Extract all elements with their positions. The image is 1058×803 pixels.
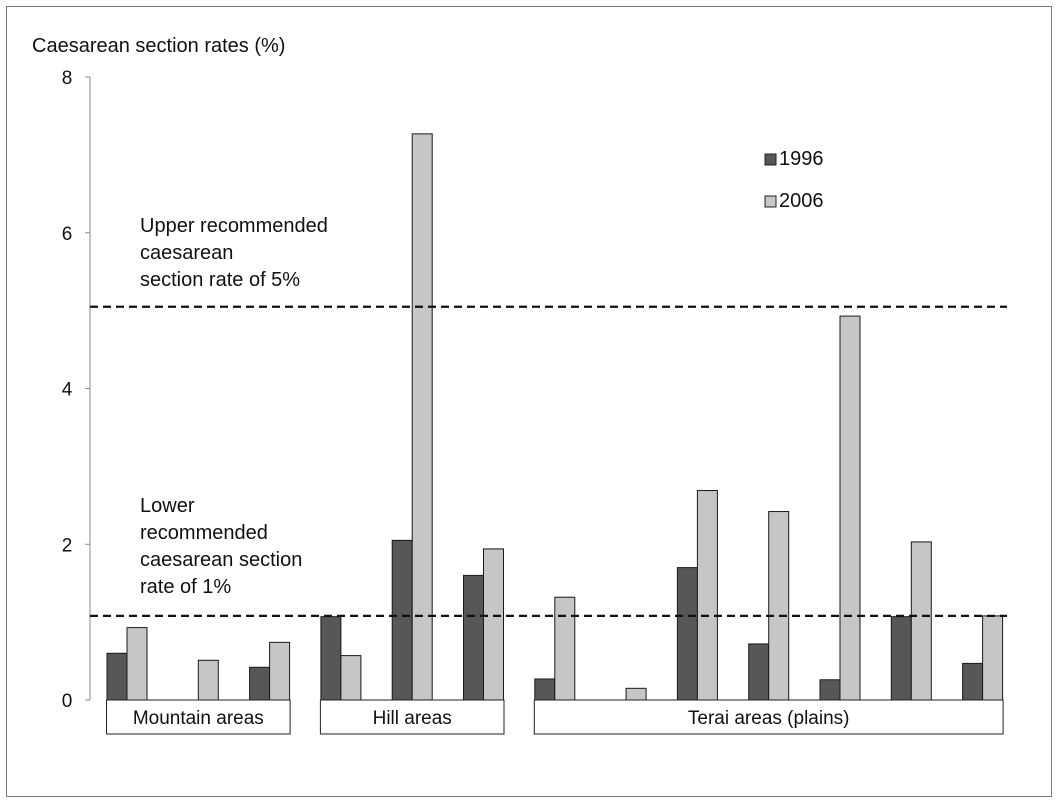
group-labels: Mountain areas Hill areas Terai areas (pla… <box>106 699 1004 735</box>
group-label: Mountain areas <box>133 708 264 729</box>
y-tick-label: 2 <box>62 535 73 556</box>
reference-line-label: caesarean <box>140 242 233 264</box>
bar-1996-9 <box>676 567 698 701</box>
bar-1996-4 <box>320 616 342 701</box>
bar-1996-5 <box>391 539 413 701</box>
bar-2006-12 <box>910 541 932 701</box>
group-label: Terai areas (plains) <box>688 708 850 729</box>
y-tick-label: 0 <box>62 691 73 712</box>
reference-line-label: section rate of 5% <box>140 269 300 291</box>
bar-1996-13 <box>962 662 984 701</box>
reference-line-label: Upper recommended <box>140 215 328 237</box>
group-label-box <box>533 699 1004 735</box>
bar-2006-10 <box>768 511 790 701</box>
bar-2006-6 <box>483 548 504 701</box>
bars <box>106 133 1004 701</box>
bar-1996-3 <box>249 666 271 701</box>
bar-1996-1 <box>106 652 128 701</box>
bar-2006-9 <box>696 490 718 701</box>
bar-1996-11 <box>819 679 841 701</box>
bar-2006-3 <box>269 641 291 701</box>
y-axis: 0 2 4 6 8 <box>62 68 91 712</box>
bar-chart: Caesarean section rates (%) 0 2 4 6 8 Upper … <box>32 35 1007 735</box>
legend-swatch <box>764 195 777 208</box>
bar-2006-13 <box>982 615 1004 701</box>
reference-lines: Upper recommended caesarean section rate o… <box>90 215 1007 617</box>
bar-1996-12 <box>890 616 912 701</box>
reference-line-label: Lower <box>140 495 195 517</box>
legend-swatch <box>764 153 777 166</box>
y-tick-label: 6 <box>62 224 73 245</box>
legend-label: 1996 <box>779 148 824 170</box>
bar-2006-11 <box>839 315 861 701</box>
bar-1996-10 <box>748 643 770 701</box>
chart-frame: Caesarean section rates (%) 0 2 4 6 8 Upper … <box>6 6 1052 797</box>
reference-line-label: caesarean section <box>140 549 302 571</box>
legend: 1996 2006 <box>764 148 824 212</box>
y-axis-title: Caesarean section rates (%) <box>32 35 285 57</box>
bar-2006-4 <box>340 655 362 701</box>
group-label-box <box>106 699 291 735</box>
reference-line-label: rate of 1% <box>140 576 231 598</box>
y-tick-label: 8 <box>62 68 73 89</box>
bar-1996-6 <box>463 574 484 701</box>
bar-1996-7 <box>534 678 556 701</box>
bar-2006-7 <box>554 596 576 701</box>
group-label: Hill areas <box>373 708 452 729</box>
bar-2006-8 <box>625 687 647 701</box>
bar-2006-2 <box>197 659 219 701</box>
group-label-box <box>319 699 505 735</box>
reference-line-label: recommended <box>140 522 268 544</box>
y-tick-label: 4 <box>62 380 73 401</box>
bar-2006-1 <box>126 627 148 701</box>
legend-label: 2006 <box>779 190 824 212</box>
